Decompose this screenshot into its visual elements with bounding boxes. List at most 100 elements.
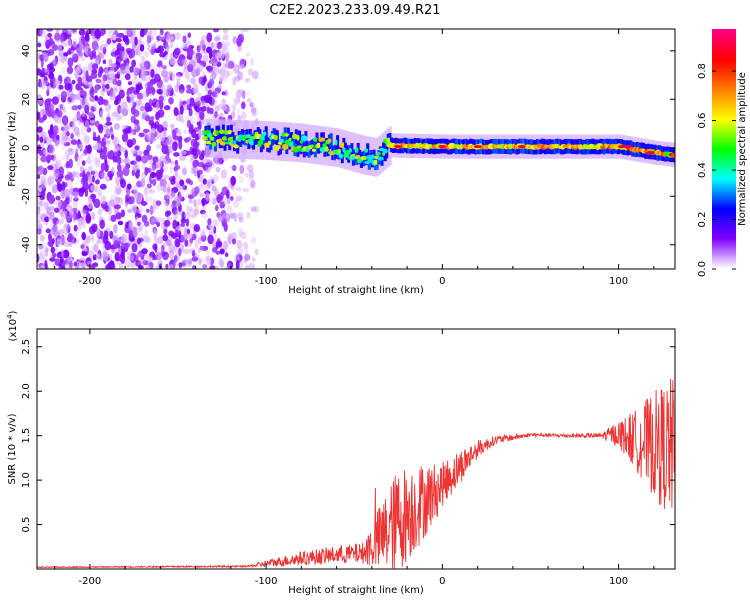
heatmap-cell	[161, 217, 166, 224]
heatmap-cell	[98, 170, 105, 180]
heatmap-cell	[246, 90, 251, 96]
colorbar-segment	[712, 213, 736, 216]
heatmap-cell	[137, 225, 142, 233]
heatmap-cell	[109, 230, 114, 240]
heatmap-cell	[247, 68, 254, 76]
heatmap-cell	[205, 161, 213, 168]
heatmap-cell	[59, 235, 67, 245]
heatmap-cell	[188, 258, 193, 265]
colorbar-segment	[712, 167, 736, 170]
heatmap-cell	[150, 137, 157, 142]
heatmap-cell	[91, 223, 98, 233]
heatmap-cell	[155, 216, 162, 223]
heatmap-cell	[209, 265, 216, 269]
heatmap-cell	[198, 92, 202, 100]
heatmap-cell	[45, 154, 53, 161]
heatmap-cell	[170, 204, 174, 209]
heatmap-cell	[40, 190, 46, 199]
heatmap-cell	[191, 256, 199, 262]
heatmap-cell	[99, 219, 106, 230]
heatmap-cell	[241, 90, 246, 100]
heatmap-cell	[46, 135, 51, 146]
heatmap-cell	[149, 251, 156, 258]
heatmap-cell	[157, 247, 163, 252]
heatmap-cell	[166, 84, 173, 92]
heatmap-cell	[176, 197, 181, 207]
heatmap-cell	[51, 194, 55, 203]
heatmap-cell	[184, 71, 191, 80]
heatmap-cell	[338, 153, 344, 159]
heatmap-cell	[154, 236, 158, 243]
heatmap-cell	[141, 214, 148, 223]
heatmap-cell	[144, 50, 150, 58]
heatmap-cell	[128, 230, 134, 239]
heatmap-cell	[206, 159, 213, 166]
heatmap-cell	[175, 73, 181, 83]
heatmap-cell	[155, 130, 160, 139]
heatmap-cell	[301, 134, 305, 150]
heatmap-cell	[178, 262, 183, 269]
heatmap-cell	[187, 32, 192, 38]
heatmap-cell	[157, 109, 165, 118]
heatmap-cell	[120, 233, 128, 243]
heatmap-cell	[212, 174, 220, 183]
heatmap-cell	[218, 215, 225, 222]
heatmap-cell	[106, 38, 112, 45]
heatmap-cell	[237, 212, 244, 220]
heatmap-cell	[97, 70, 103, 78]
heatmap-cell	[114, 145, 119, 153]
heatmap-cell	[318, 137, 326, 142]
heatmap-cell	[108, 29, 114, 34]
heatmap-cell	[134, 124, 138, 130]
heatmap-cell	[146, 167, 152, 173]
heatmap-cell	[80, 57, 86, 61]
heatmap-cell	[172, 141, 178, 152]
heatmap-cell	[182, 35, 187, 44]
heatmap-cell	[354, 147, 359, 154]
colorbar-segment	[712, 193, 736, 196]
heatmap-cell	[72, 217, 77, 223]
heatmap-cell	[168, 264, 174, 269]
heatmap-cell	[150, 128, 156, 133]
colorbar-segment	[712, 243, 736, 246]
heatmap-cell	[54, 138, 60, 147]
heatmap-cell	[37, 56, 40, 64]
heatmap-cell	[55, 80, 61, 85]
heatmap-cell	[334, 139, 338, 146]
heatmap-cell	[129, 253, 137, 263]
x-tick-label: 0	[439, 276, 445, 287]
heatmap-cell	[178, 140, 183, 150]
heatmap-cell	[129, 196, 135, 205]
heatmap-cell	[162, 174, 170, 180]
heatmap-cell	[180, 150, 187, 155]
heatmap-cell	[161, 70, 169, 78]
heatmap-cell	[240, 231, 247, 240]
heatmap-cell	[218, 129, 225, 135]
heatmap-cell	[197, 124, 202, 130]
colorbar-label: Normalized spectral amplitude	[737, 72, 748, 226]
y-tick-label: 0.5	[21, 517, 32, 533]
heatmap-cell	[110, 63, 117, 68]
heatmap-cell	[58, 103, 66, 112]
colorbar-segment	[712, 251, 736, 254]
colorbar-segment	[712, 87, 736, 90]
heatmap-cell	[241, 112, 247, 120]
heatmap-cell	[224, 213, 231, 223]
heatmap-cell	[473, 144, 482, 149]
heatmap-cell	[52, 57, 57, 65]
heatmap-cell	[221, 91, 227, 96]
heatmap-cell	[137, 207, 145, 213]
heatmap-cell	[197, 236, 202, 245]
heatmap-cell	[237, 71, 242, 80]
heatmap-cell	[115, 188, 122, 196]
heatmap-cell	[131, 243, 138, 253]
heatmap-cell	[94, 29, 102, 39]
heatmap-cell	[102, 46, 107, 55]
x-tick-label: 100	[609, 276, 628, 287]
heatmap-cell	[147, 76, 151, 82]
heatmap-cell	[136, 149, 141, 156]
heatmap-cell	[134, 164, 140, 172]
heatmap-cell	[112, 234, 119, 242]
heatmap-cell	[85, 70, 89, 81]
heatmap-cell	[184, 204, 190, 212]
